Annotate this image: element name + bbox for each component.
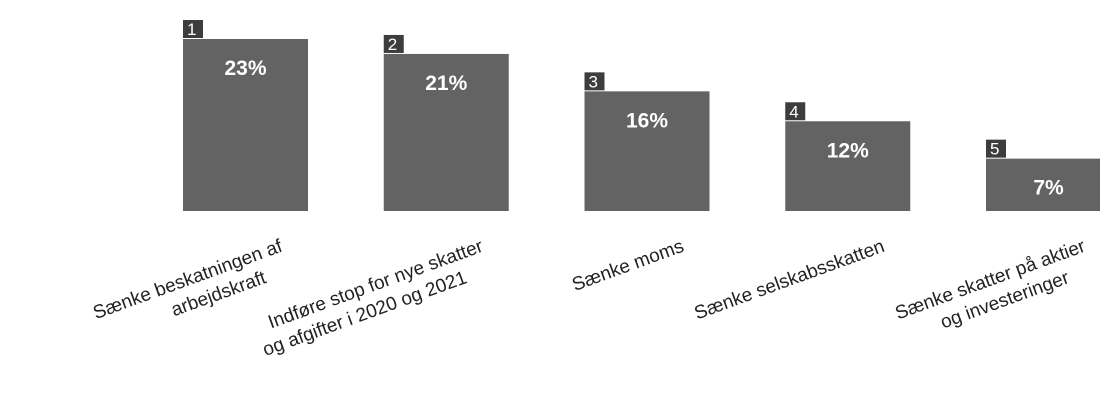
category-label-3: Sænke moms (569, 236, 686, 296)
bar-group-5: 5 7% Sænke skatter på aktierog investering… (892, 139, 1100, 347)
value-label-3: 16% (626, 109, 668, 132)
bar-3 (584, 91, 710, 211)
value-label-1: 23% (224, 57, 266, 80)
rank-box-5 (986, 139, 1006, 158)
rank-box-4 (785, 102, 806, 121)
rank-box-2 (383, 34, 404, 53)
category-label-1: Sænke beskatningen afarbejdskraft (90, 236, 294, 347)
category-label-2: Indføre stop for nye skatterog afgifter … (252, 236, 495, 361)
rank-label-5: 5 (990, 140, 999, 159)
rank-box-1 (183, 20, 203, 38)
value-label-2: 21% (425, 72, 467, 95)
value-label-4: 12% (827, 139, 869, 162)
category-label-3-line-1: Sænke moms (569, 236, 686, 296)
bar-5 (986, 158, 1100, 211)
bar-4 (785, 121, 911, 211)
bar-group-4: 4 12% Sænke selskabsskatten (692, 102, 911, 324)
bar-group-3: 3 16% Sænke moms (569, 72, 710, 296)
bar-group-1: 1 23% Sænke beskatningen afarbejdskraft (90, 20, 308, 347)
category-label-4: Sænke selskabsskatten (692, 236, 888, 324)
value-label-5: 7% (1033, 177, 1064, 200)
rank-label-4: 4 (789, 102, 798, 121)
category-label-5: Sænke skatter på aktierog investeringer (892, 236, 1097, 347)
category-label-4-line-1: Sænke selskabsskatten (692, 236, 888, 324)
rank-box-3 (584, 72, 605, 91)
bar-2 (383, 53, 509, 212)
bar-1 (183, 39, 308, 211)
rank-label-3: 3 (589, 72, 598, 91)
rank-label-2: 2 (388, 35, 397, 54)
rank-label-1: 1 (187, 20, 196, 39)
